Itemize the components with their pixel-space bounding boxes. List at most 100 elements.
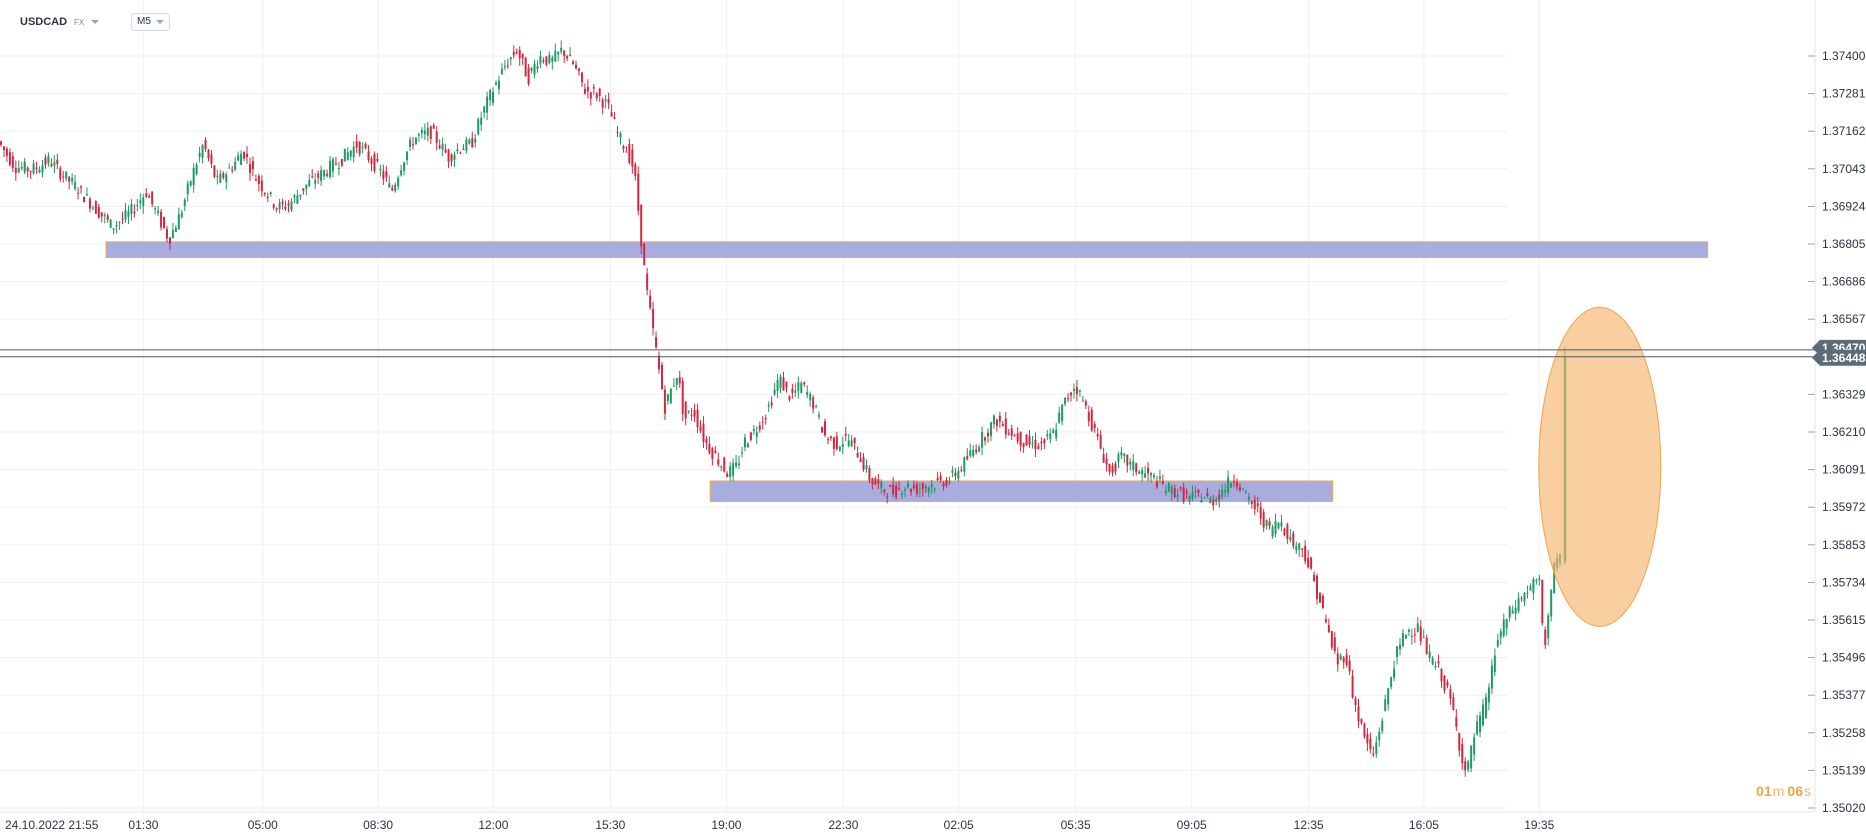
candle-body: [945, 480, 948, 486]
candle-body: [687, 411, 690, 413]
candle-body: [382, 171, 385, 179]
candle-body: [723, 457, 726, 472]
candle-body: [0, 141, 2, 145]
candle-body: [299, 194, 302, 197]
candle-body: [1212, 499, 1215, 506]
candle-body: [444, 149, 447, 153]
candle-body: [738, 463, 741, 466]
candle-body: [251, 161, 254, 169]
candle-body: [622, 146, 625, 149]
candle-body: [1458, 732, 1461, 751]
candle-body: [1123, 453, 1126, 457]
countdown-minutes: 01: [1756, 783, 1772, 799]
candle-body: [1135, 463, 1138, 473]
candle-body: [397, 177, 400, 187]
candle-body: [921, 483, 924, 489]
candle-body: [583, 88, 586, 94]
candle-body: [1238, 487, 1241, 491]
candle-body: [195, 164, 198, 175]
candle-body: [518, 49, 521, 59]
candle-body: [1550, 590, 1553, 617]
candle-body: [171, 229, 174, 238]
y-tick-label: 1.36329: [1822, 387, 1866, 401]
candle-body: [441, 143, 444, 150]
candle-body: [1206, 492, 1209, 496]
candle-body: [1037, 446, 1040, 449]
candle-countdown: 01m 06s: [1756, 783, 1814, 799]
candle-body: [426, 127, 429, 136]
candle-body: [1467, 761, 1470, 770]
candle-body: [1096, 434, 1099, 437]
candle-body: [53, 162, 56, 166]
candle-body: [370, 158, 373, 164]
candle-body: [1016, 433, 1019, 442]
candle-body: [429, 126, 432, 140]
candle-body: [1396, 646, 1399, 658]
candle-body: [791, 388, 794, 393]
x-tick-label: 08:30: [363, 818, 393, 832]
candle-body: [655, 337, 658, 348]
candle-body: [453, 154, 456, 160]
candle-body: [634, 164, 637, 176]
candle-body: [1155, 481, 1158, 488]
candle-body: [1090, 409, 1093, 431]
candle-body: [803, 382, 806, 385]
candle-body: [850, 440, 853, 447]
candle-body: [933, 488, 936, 490]
candle-body: [361, 146, 364, 148]
candle-body: [681, 381, 684, 414]
candle-body: [1336, 653, 1339, 665]
candle-body: [1203, 497, 1206, 499]
candle-body: [1120, 452, 1123, 456]
candle-body: [978, 447, 981, 452]
candle-body: [998, 415, 1001, 422]
candle-body: [987, 432, 990, 437]
candle-body: [1410, 635, 1413, 637]
candle-body: [942, 483, 945, 487]
candle-body: [1043, 439, 1046, 444]
candle-body: [1170, 486, 1173, 494]
candle-body: [1132, 461, 1135, 470]
candle-body: [539, 55, 542, 64]
price-lines: [0, 349, 1815, 358]
candle-body: [1520, 598, 1523, 600]
candle-body: [1434, 665, 1437, 668]
candle-body: [663, 389, 666, 414]
candle-body: [1381, 720, 1384, 732]
candle-body: [992, 415, 995, 425]
candle-body: [631, 149, 634, 167]
candle-body: [871, 478, 874, 485]
candle-body: [231, 169, 234, 171]
candle-body: [1070, 392, 1073, 396]
y-tick-label: 1.36567: [1822, 312, 1866, 326]
candle-body: [912, 485, 915, 489]
candle-body: [981, 431, 984, 448]
candle-body: [1001, 424, 1004, 427]
candle-body: [794, 390, 797, 393]
candle-body: [530, 67, 533, 71]
candle-body: [702, 423, 705, 442]
candle-body: [1019, 431, 1022, 446]
candle-body: [1375, 742, 1378, 754]
candle-body: [1144, 473, 1147, 478]
candle-body: [1553, 562, 1556, 593]
candle-body: [1479, 715, 1482, 733]
market-label[interactable]: FX: [74, 18, 85, 27]
symbol-label[interactable]: USDCAD: [20, 16, 68, 28]
candle-body: [406, 151, 409, 161]
candle-body: [643, 243, 646, 266]
timeframe-selector[interactable]: M5: [131, 13, 170, 31]
candle-body: [770, 402, 773, 406]
candle-body: [1233, 481, 1236, 483]
candle-body: [660, 364, 663, 390]
candle-body: [1369, 738, 1372, 750]
candle-body: [1301, 548, 1304, 550]
candle-body: [1218, 494, 1221, 500]
candle-body: [566, 56, 569, 59]
candle-body: [367, 151, 370, 161]
candle-body: [1505, 619, 1508, 629]
candle-body: [447, 149, 450, 162]
candle-body: [823, 421, 826, 436]
symbol-dropdown-chevron-icon[interactable]: [91, 20, 99, 24]
